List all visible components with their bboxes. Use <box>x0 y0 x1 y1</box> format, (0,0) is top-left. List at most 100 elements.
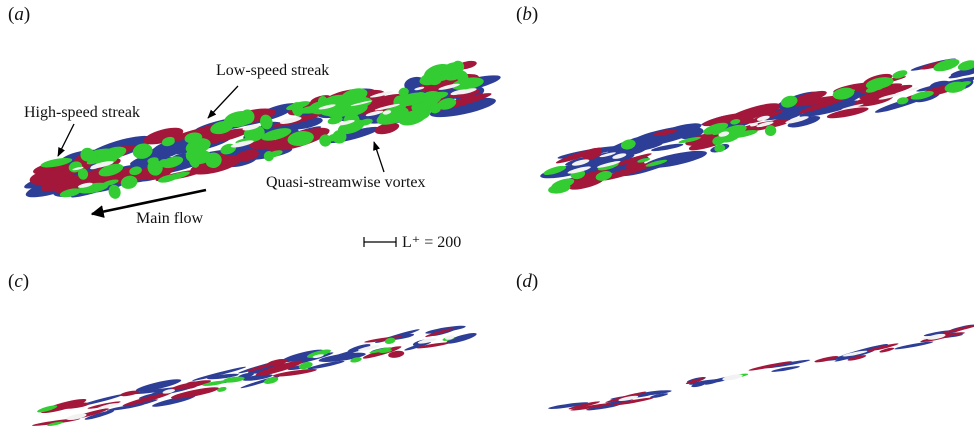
vortex-blob <box>712 135 725 146</box>
high-speed-streak-arrow <box>57 123 75 157</box>
highlight-blob <box>370 91 393 98</box>
low-speed-streak-blob <box>429 97 496 118</box>
low-speed-streak-blob <box>347 344 371 353</box>
high-speed-streak-blob <box>866 343 899 352</box>
vortex-blob <box>645 159 668 167</box>
low-speed-streak-blob <box>771 366 800 372</box>
low-speed-streak-arrow <box>207 85 239 119</box>
high-speed-streak-blob <box>120 390 140 397</box>
low-speed-streak-blob <box>151 395 196 407</box>
low-speed-streak-blob <box>242 374 273 381</box>
high-speed-streak-blob <box>416 342 450 349</box>
high-speed-streak-blob <box>568 401 601 410</box>
high-speed-streak-blob <box>798 96 847 114</box>
high-speed-streak-blob <box>171 380 212 390</box>
vortex-blob <box>161 137 175 147</box>
high-speed-streak-blob <box>272 368 317 377</box>
quasi-streamwise-vortex-label: Quasi-streamwise vortex <box>266 174 426 191</box>
vortex-arrow <box>373 141 385 173</box>
vortex-blob <box>261 128 292 141</box>
high-speed-streak-blob <box>748 361 793 371</box>
vortex-blob <box>957 60 974 71</box>
low-speed-streak-blob <box>84 410 115 420</box>
highlight-blob <box>785 116 809 124</box>
high-speed-streak-blob <box>609 153 652 168</box>
highlight-blob <box>438 83 460 90</box>
vortex-blob <box>714 144 726 153</box>
low-speed-streak-blob <box>635 143 663 152</box>
vortex-blob <box>551 178 575 190</box>
high-speed-streak-blob <box>87 401 121 409</box>
highlight-blob <box>841 103 864 110</box>
low-speed-streak-blob <box>651 143 684 152</box>
low-speed-streak-blob <box>688 378 728 385</box>
highlight-blob <box>878 93 902 100</box>
high-speed-streak-blob <box>859 84 913 100</box>
main-flow-label: Main flow <box>136 210 204 227</box>
scale-bar-label: L⁺ = 200 <box>402 234 462 251</box>
vortex-blob <box>319 134 332 147</box>
vortex-blob <box>451 77 484 91</box>
highlight-blob <box>337 120 355 126</box>
high-speed-streak-blob <box>568 175 606 190</box>
vortex-blob <box>217 386 227 392</box>
highlight-blob <box>567 166 591 174</box>
highlight-blob <box>618 395 639 402</box>
vortex-blob <box>47 421 64 427</box>
vortex-blob <box>157 174 178 183</box>
low-speed-streak-blob <box>307 360 345 370</box>
high-speed-streak-blob <box>355 93 407 115</box>
vortex-blob <box>837 89 856 97</box>
panel-b-isosurfaces <box>540 58 974 194</box>
vortex-blob <box>393 95 407 111</box>
highlight-blob <box>350 100 373 107</box>
panel-label-d: (d) <box>516 271 539 292</box>
vortex-blob <box>865 85 881 93</box>
highlight-blob <box>456 88 477 95</box>
high-speed-streak-blob <box>685 377 705 385</box>
vortex-blob <box>161 156 184 169</box>
vortex-blob <box>543 165 567 175</box>
vortex-blob <box>80 147 95 162</box>
vortex-blob <box>327 116 343 125</box>
vortex-blob <box>306 349 331 358</box>
highlight-blob <box>162 389 175 394</box>
vortex-blob <box>358 118 373 126</box>
low-speed-streak-blob <box>760 100 825 121</box>
vortex-blob <box>400 97 423 106</box>
vortex-blob <box>188 152 200 168</box>
low-speed-streak-blob <box>787 115 821 128</box>
high-speed-streak-blob <box>847 355 867 361</box>
vortex-blob <box>620 139 636 150</box>
highlight-blob <box>318 104 336 110</box>
vortex-blob <box>910 90 934 100</box>
vortex-blob <box>419 70 446 86</box>
high-speed-streak-blob <box>570 402 614 411</box>
vortex-blob <box>780 95 798 108</box>
vortex-blob <box>266 150 283 158</box>
low-speed-streak-blob <box>548 402 589 409</box>
vortex-blob <box>223 376 245 383</box>
highlight-blob <box>66 413 87 421</box>
high-speed-streak-blob <box>582 148 603 160</box>
highlight-blob <box>312 354 324 358</box>
panel-label-b: (b) <box>516 4 539 25</box>
vortex-blob <box>595 170 612 181</box>
vortex-blob <box>40 157 73 168</box>
highlight-blob <box>414 86 425 91</box>
low-speed-streak-blob <box>79 394 124 407</box>
vortex-blob <box>184 132 203 144</box>
high-speed-streak-blob <box>53 171 112 194</box>
highlight-blob <box>718 131 730 137</box>
vortex-blob <box>378 349 392 353</box>
high-speed-streak-blob <box>600 162 657 181</box>
panel-label-a: (a) <box>8 4 31 25</box>
vortex-blob <box>703 122 729 135</box>
panel-a-isosurfaces <box>24 60 501 199</box>
high-speed-streak-blob <box>364 336 403 343</box>
vortex-blob <box>240 109 255 124</box>
high-speed-streak-blob <box>170 387 220 399</box>
highlight-blob <box>907 87 919 91</box>
panel-label-c: (c) <box>8 271 30 292</box>
high-speed-streak-blob <box>625 161 645 169</box>
